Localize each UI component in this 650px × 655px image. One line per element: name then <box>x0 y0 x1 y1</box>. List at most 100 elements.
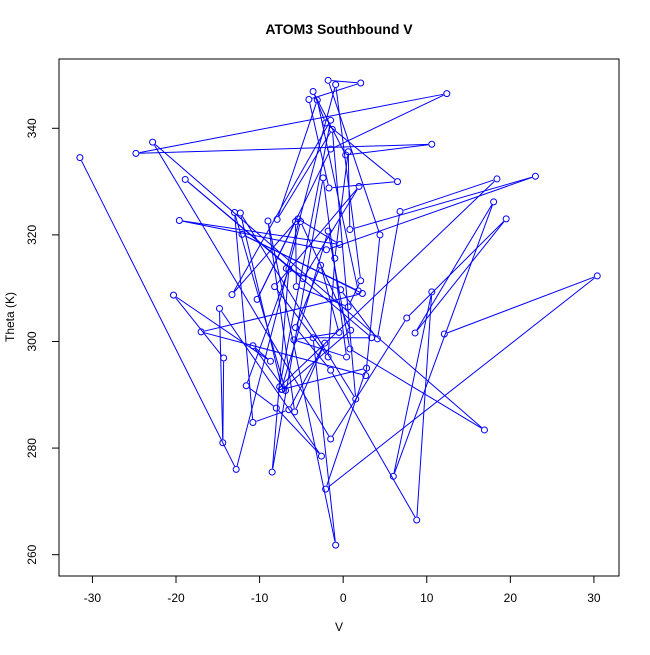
data-point <box>268 468 276 476</box>
data-point <box>344 148 352 156</box>
series-segment <box>334 155 349 255</box>
data-point <box>197 328 205 336</box>
data-point <box>285 265 293 273</box>
data-point <box>413 516 421 524</box>
data-point <box>282 387 290 395</box>
series-segment <box>245 235 360 293</box>
data-point <box>332 81 340 89</box>
data-point <box>327 116 335 124</box>
data-point <box>389 472 397 480</box>
x-tick-label: -20 <box>167 591 185 605</box>
data-point <box>215 304 223 312</box>
data-point <box>305 96 313 104</box>
data-point <box>362 372 370 380</box>
series-segment <box>204 332 363 376</box>
data-point <box>357 79 365 87</box>
data-point <box>335 328 343 336</box>
series-segment <box>267 224 295 409</box>
series-segment <box>255 347 269 360</box>
data-point <box>253 295 261 303</box>
data-point <box>228 291 236 299</box>
series-segment <box>139 93 444 154</box>
series-segment <box>290 346 324 407</box>
series-segment <box>248 387 274 407</box>
data-point <box>321 339 329 347</box>
y-axis: 260 280 300 320 340 <box>25 118 59 565</box>
data-point <box>324 76 332 84</box>
data-point <box>357 277 365 285</box>
data-point <box>249 419 257 426</box>
data-point <box>327 435 335 443</box>
series-segment <box>342 292 376 337</box>
data-point <box>317 452 325 460</box>
series-segment <box>284 368 364 390</box>
series-segment <box>236 224 301 467</box>
series-segment <box>221 311 320 454</box>
data-point <box>358 290 366 298</box>
data-point <box>290 336 298 344</box>
series-segment <box>333 94 444 148</box>
data-point <box>271 283 279 291</box>
series-segment <box>329 176 533 250</box>
data-point <box>396 207 404 215</box>
series-segment <box>281 181 495 385</box>
series-segment <box>222 361 225 440</box>
series-segment <box>154 144 330 437</box>
data-point <box>292 324 300 332</box>
data-point <box>443 90 451 98</box>
series-segment <box>278 410 320 454</box>
data-point <box>322 485 330 493</box>
data-point <box>502 215 510 223</box>
series-segment <box>416 221 505 331</box>
data-point <box>219 439 227 447</box>
y-tick-label: 280 <box>25 438 39 458</box>
y-tick-label: 340 <box>25 118 39 138</box>
series-segment <box>328 124 396 180</box>
series-segment <box>235 215 286 388</box>
series-segment <box>349 283 360 304</box>
series-segment <box>286 87 336 266</box>
chart-title: ATOM3 Southbound V <box>265 21 413 37</box>
data-point <box>299 275 307 283</box>
series-segment <box>187 181 370 336</box>
series-segment <box>175 297 222 356</box>
data-point <box>332 541 340 549</box>
data-point <box>363 364 371 372</box>
series-segment <box>403 179 494 211</box>
series-segment <box>240 216 282 387</box>
y-axis-label: Theta (K) <box>3 292 17 342</box>
series-segment <box>332 181 394 189</box>
data-point <box>347 326 355 334</box>
data-point <box>355 182 363 190</box>
series-segment <box>182 220 337 245</box>
series-segment <box>139 143 429 154</box>
x-tick-label: 20 <box>504 591 518 605</box>
x-tick-label: 0 <box>340 591 347 605</box>
data-point <box>346 345 354 353</box>
series-segment <box>234 221 297 293</box>
data-point <box>324 227 332 235</box>
series-segment <box>347 155 351 226</box>
series-segment <box>219 312 224 440</box>
x-tick-label: -30 <box>84 591 102 605</box>
y-tick-label: 300 <box>25 331 39 351</box>
series-segment <box>394 205 493 474</box>
series-segment <box>326 371 366 486</box>
data-point <box>325 184 333 192</box>
series-segment <box>335 88 361 278</box>
series-segment <box>312 341 336 542</box>
series-segment <box>312 83 358 99</box>
x-tick-label: 10 <box>420 591 434 605</box>
series-segment <box>309 102 329 185</box>
x-tick-label: 30 <box>587 591 601 605</box>
data-point <box>319 174 327 182</box>
series-segment <box>408 221 504 316</box>
series-segment <box>377 214 400 336</box>
data-point <box>328 125 336 133</box>
data-point <box>309 334 317 342</box>
data-point <box>428 140 436 148</box>
data-point <box>337 286 345 294</box>
data-point <box>493 175 501 183</box>
series-segment <box>349 144 429 155</box>
